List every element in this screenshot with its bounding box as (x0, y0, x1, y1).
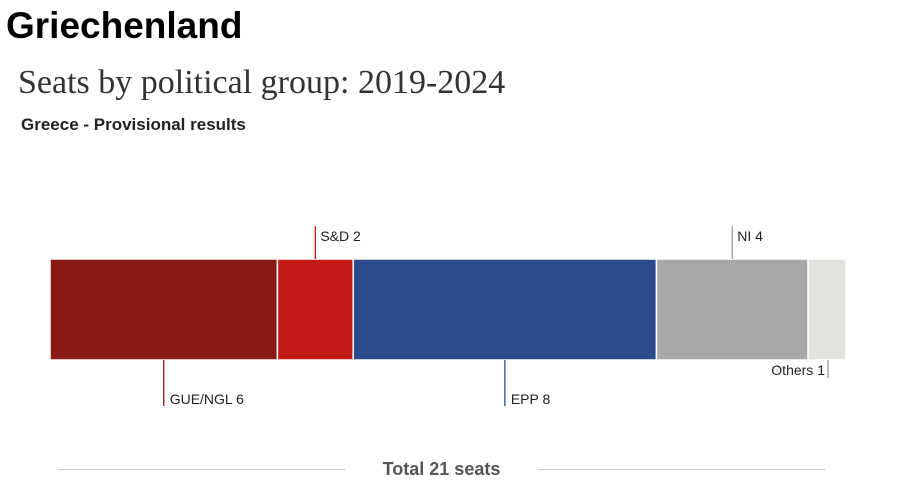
bar-segment-epp (352, 258, 658, 361)
chart-subtitle: Greece - Provisional results (21, 115, 246, 134)
bar-segment-gue-ngl (49, 258, 279, 361)
data-label-ni: NI 4 (737, 228, 763, 244)
bar-segment-ni (655, 258, 809, 361)
chart-title: Seats by political group: 2019-2024 (18, 64, 506, 101)
data-label-s-d: S&D 2 (320, 228, 361, 244)
total-seats-label: Total 21 seats (382, 459, 501, 479)
data-label-others: Others 1 (771, 362, 825, 378)
bar-segment-s-d (276, 258, 354, 361)
data-label-epp: EPP 8 (511, 391, 551, 407)
page-heading: Griechenland (6, 5, 243, 46)
total-divider-left (58, 469, 345, 470)
bar-segment-others (807, 258, 847, 361)
data-label-gue-ngl: GUE/NGL 6 (170, 391, 244, 407)
total-divider-right (538, 469, 825, 470)
